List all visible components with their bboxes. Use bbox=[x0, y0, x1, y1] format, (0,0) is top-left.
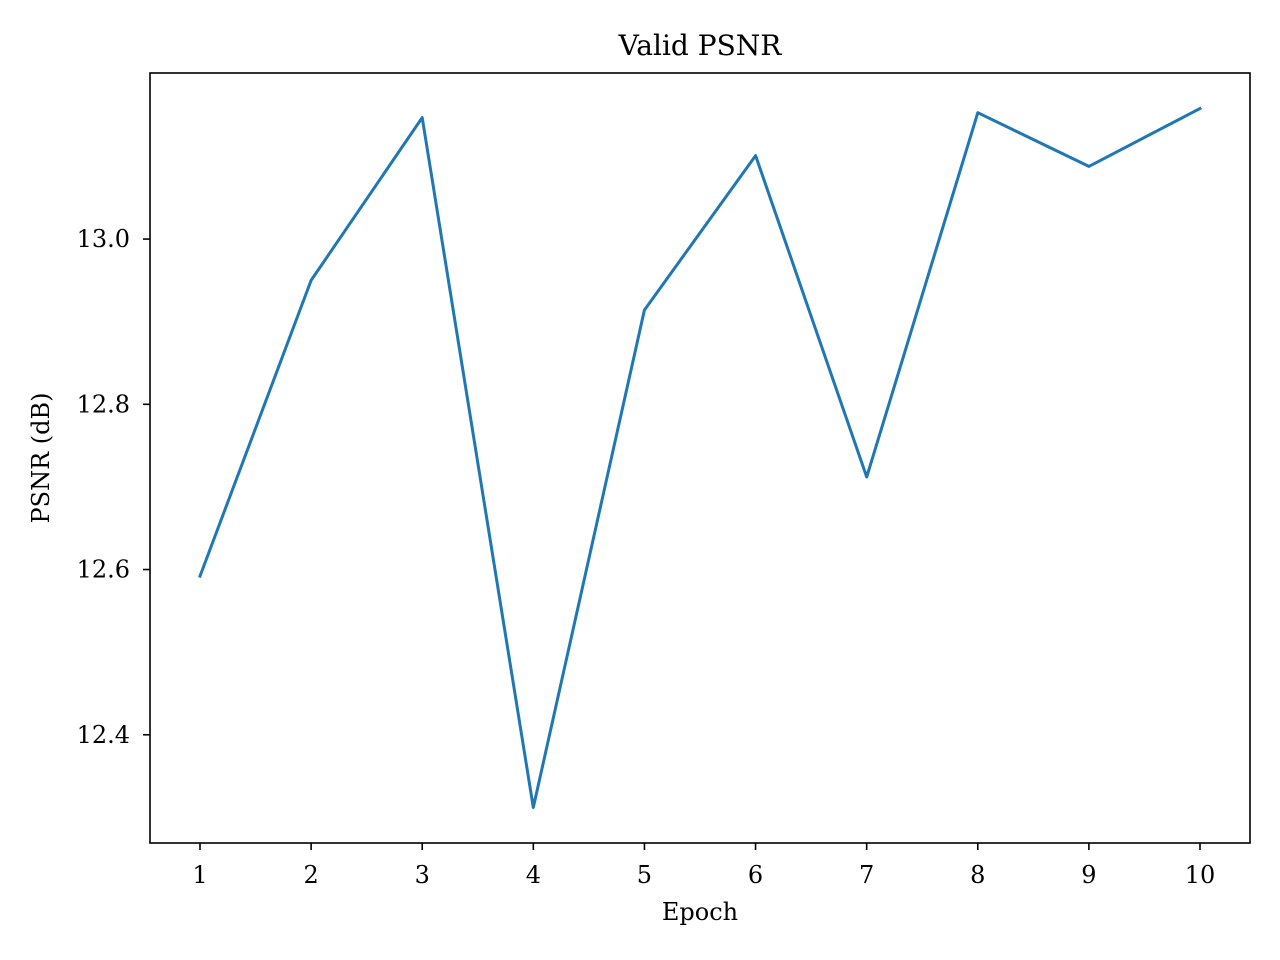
x-axis-ticks: 1 2 3 4 5 6 7 8 9 10 bbox=[192, 843, 1215, 889]
chart-title: Valid PSNR bbox=[618, 29, 783, 62]
x-tick-label: 6 bbox=[748, 861, 763, 889]
x-tick-label: 8 bbox=[970, 861, 985, 889]
x-tick-label: 7 bbox=[859, 861, 874, 889]
y-tick-label: 12.4 bbox=[77, 721, 130, 749]
psnr-series-line bbox=[198, 106, 1203, 809]
x-tick-label: 10 bbox=[1185, 861, 1216, 889]
y-tick-label: 12.8 bbox=[77, 390, 130, 418]
x-axis-label: Epoch bbox=[662, 898, 738, 926]
y-axis-label: PSNR (dB) bbox=[27, 392, 55, 523]
y-tick-label: 13.0 bbox=[77, 225, 130, 253]
x-tick-label: 9 bbox=[1081, 861, 1096, 889]
plot-area: 12.4 12.6 12.8 13.0 1 2 3 4 5 6 7 8 9 10 bbox=[77, 72, 1251, 889]
plot-frame bbox=[149, 72, 1251, 844]
y-tick-label: 12.6 bbox=[77, 556, 130, 584]
x-tick-label: 2 bbox=[303, 861, 318, 889]
x-tick-label: 1 bbox=[192, 861, 207, 889]
y-axis-ticks: 12.4 12.6 12.8 13.0 bbox=[77, 225, 150, 749]
x-tick-label: 5 bbox=[637, 861, 652, 889]
x-tick-label: 4 bbox=[526, 861, 541, 889]
x-tick-label: 3 bbox=[415, 861, 430, 889]
